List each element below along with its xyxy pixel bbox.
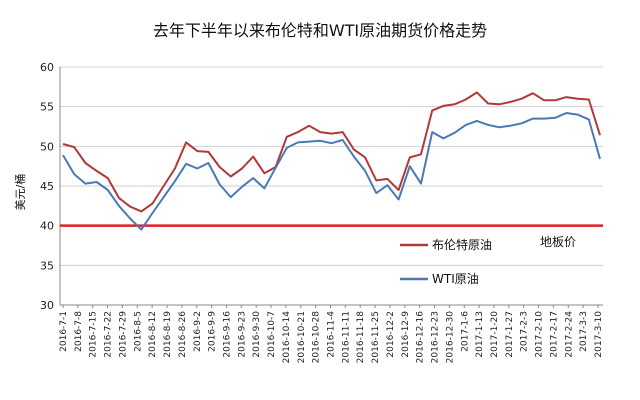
y-tick-label: 45 (40, 180, 54, 193)
x-tick-label: 2017-1-27 (505, 311, 515, 358)
y-tick-label: 35 (40, 259, 54, 272)
x-tick-label: 2016-9-9 (208, 311, 218, 352)
x-tick-label: 2016-10-21 (297, 311, 307, 363)
x-tick-label: 2016-8-19 (163, 311, 173, 358)
chart-title: 去年下半年以来布伦特和WTI原油期货价格走势 (153, 21, 487, 40)
x-tick-label: 2016-9-2 (193, 311, 203, 352)
x-tick-label: 2016-7-8 (74, 311, 84, 352)
floor-price-label: 地板价 (540, 235, 576, 249)
x-tick-label: 2016-11-25 (371, 311, 381, 363)
x-tick-label: 2017-1-20 (490, 311, 500, 358)
series-line-wti (62, 112, 601, 231)
x-tick-label: 2016-8-26 (178, 311, 188, 358)
x-tick-label: 2016-11-11 (341, 311, 351, 363)
x-tick-label: 2016-8-12 (148, 311, 158, 358)
x-tick-label: 2016-10-7 (267, 311, 277, 358)
series-layer (62, 91, 601, 231)
x-tick-label: 2016-9-16 (222, 311, 232, 358)
x-tick-label: 2016-12-30 (445, 311, 455, 364)
x-tick-label: 2016-7-1 (59, 311, 69, 352)
y-tick-label: 40 (40, 220, 54, 233)
x-tick-label: 2017-2-3 (520, 311, 530, 352)
legend-label-wti: WTI原油 (432, 272, 479, 286)
y-tick-label: 60 (40, 61, 54, 74)
x-tick-label: 2017-1-13 (475, 311, 485, 358)
x-tick-label: 2016-12-16 (416, 311, 426, 364)
x-tick-label: 2016-12-2 (386, 311, 396, 358)
x-tick-label: 2016-7-29 (118, 311, 128, 358)
x-tick-label: 2016-9-30 (252, 311, 262, 358)
x-tick-label: 2016-11-18 (356, 311, 366, 364)
x-tick-label: 2016-12-23 (431, 311, 441, 363)
legend-label-brent: 布伦特原油 (432, 237, 492, 252)
x-tick-label: 2017-2-10 (535, 311, 545, 358)
series-line-brent (62, 91, 601, 213)
x-tick-label: 2016-7-15 (89, 311, 99, 358)
x-tick-label: 2016-8-5 (133, 311, 143, 352)
x-tick-label: 2017-2-17 (549, 311, 559, 358)
x-tick-label: 2016-9-23 (237, 311, 247, 358)
y-tick-label: 55 (40, 101, 54, 114)
x-tick-label: 2017-1-6 (460, 311, 470, 352)
x-tick-label: 2017-2-24 (564, 311, 574, 358)
x-tick-label: 2017-3-3 (579, 311, 589, 352)
axis-layer: 30 35 40 45 50 55 60 2016-7-1 2016-7-8 2016-7-15 2… (40, 61, 604, 363)
x-tick-label: 2017-3-10 (594, 311, 604, 358)
y-tick-label: 50 (40, 140, 54, 153)
legend: 布伦特原油 WTI原油 (400, 237, 492, 286)
x-tick-label: 2016-10-28 (312, 311, 322, 364)
y-axis-label: 美元/桶 (13, 174, 27, 211)
reference-layer: 地板价 (60, 224, 603, 249)
x-tick-label: 2016-12-9 (401, 311, 411, 358)
x-tick-label: 2016-10-14 (282, 311, 292, 364)
x-tick-label: 2016-7-22 (104, 311, 114, 358)
grid-layer (60, 66, 603, 306)
x-tick-label: 2016-11-4 (327, 311, 337, 358)
y-tick-label: 30 (40, 299, 54, 312)
